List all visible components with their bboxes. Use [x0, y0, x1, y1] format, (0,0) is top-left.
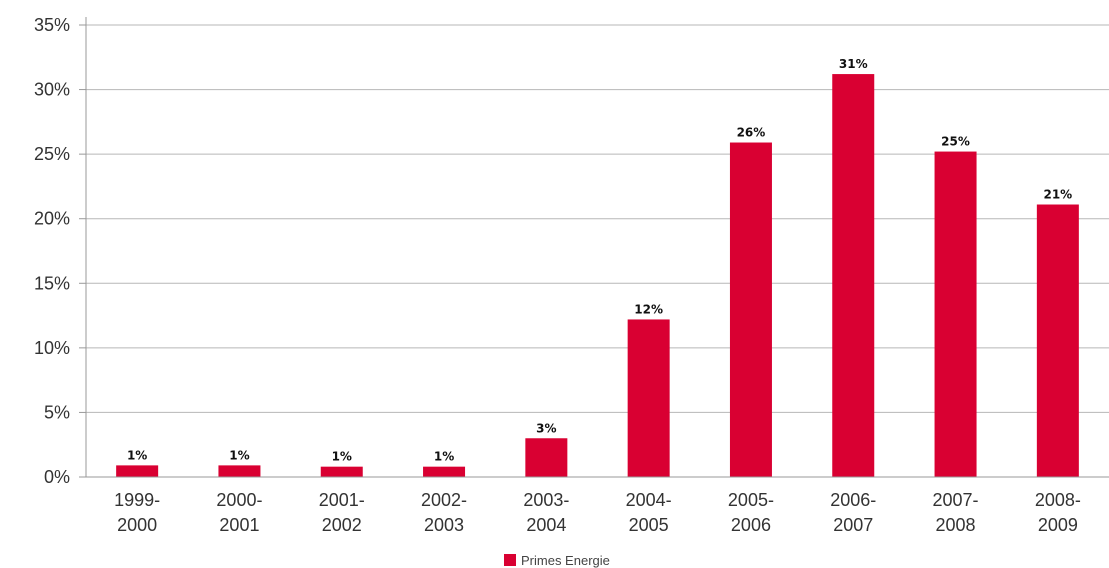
y-tick-label: 5%: [44, 402, 70, 422]
x-tick-label: 2007-: [933, 490, 979, 510]
y-tick-label: 35%: [34, 15, 70, 35]
x-tick-label: 2002-: [421, 490, 467, 510]
x-tick-label: 2001: [219, 515, 259, 535]
bar: [423, 466, 466, 477]
data-label: 1%: [127, 448, 147, 462]
x-tick-label: 2003-: [523, 490, 569, 510]
bar: [320, 466, 363, 477]
bar: [832, 74, 875, 478]
x-tick-label: 2005-: [728, 490, 774, 510]
bar: [627, 319, 670, 477]
x-tick-label: 2002: [322, 515, 362, 535]
data-label: 1%: [434, 450, 454, 464]
x-tick-label: 2001-: [319, 490, 365, 510]
y-tick-label: 30%: [34, 80, 70, 100]
x-tick-label: 2004: [526, 515, 566, 535]
x-tick-label: 2005: [629, 515, 669, 535]
x-tick-label: 2004-: [626, 490, 672, 510]
bar: [1036, 204, 1079, 477]
y-tick-label: 25%: [34, 144, 70, 164]
y-axis: 0% 5% 10% 15% 20% 25% 30% 35%: [34, 15, 87, 487]
x-tick-label: 2000: [117, 515, 157, 535]
data-label: 26%: [737, 126, 766, 140]
bar: [218, 465, 261, 477]
bar: [525, 438, 568, 477]
gridlines: [86, 24, 1109, 413]
data-label: 3%: [536, 421, 556, 435]
x-tick-label: 2008: [936, 515, 976, 535]
data-labels: 1% 1% 1% 1% 3% 12% 26% 31% 25% 21%: [127, 57, 1072, 464]
x-tick-label: 2006-: [830, 490, 876, 510]
bar: [116, 465, 159, 477]
x-axis: 1999- 2000 2000- 2001 2001- 2002 2002- 2003 2003…: [86, 476, 1109, 535]
x-tick-label: 2009: [1038, 515, 1078, 535]
bar: [729, 142, 772, 477]
y-tick-label: 0%: [44, 467, 70, 487]
y-tick-label: 15%: [34, 273, 70, 293]
data-label: 1%: [332, 450, 352, 464]
bars: [116, 74, 1079, 478]
data-label: 31%: [839, 57, 868, 71]
data-label: 12%: [634, 302, 663, 316]
x-tick-label: 2008-: [1035, 490, 1081, 510]
x-tick-label: 1999-: [114, 490, 160, 510]
bar: [934, 151, 977, 477]
y-tick-label: 20%: [34, 209, 70, 229]
x-tick-label: 2007: [833, 515, 873, 535]
x-tick-label: 2006: [731, 515, 771, 535]
x-tick-label: 2003: [424, 515, 464, 535]
data-label: 25%: [941, 135, 970, 149]
legend: Primes Energie: [504, 552, 610, 568]
data-label: 1%: [229, 448, 249, 462]
y-tick-label: 10%: [34, 338, 70, 358]
x-tick-label: 2000-: [216, 490, 262, 510]
data-label: 21%: [1043, 188, 1072, 202]
legend-label: Primes Energie: [521, 552, 610, 568]
legend-swatch: [504, 554, 516, 566]
